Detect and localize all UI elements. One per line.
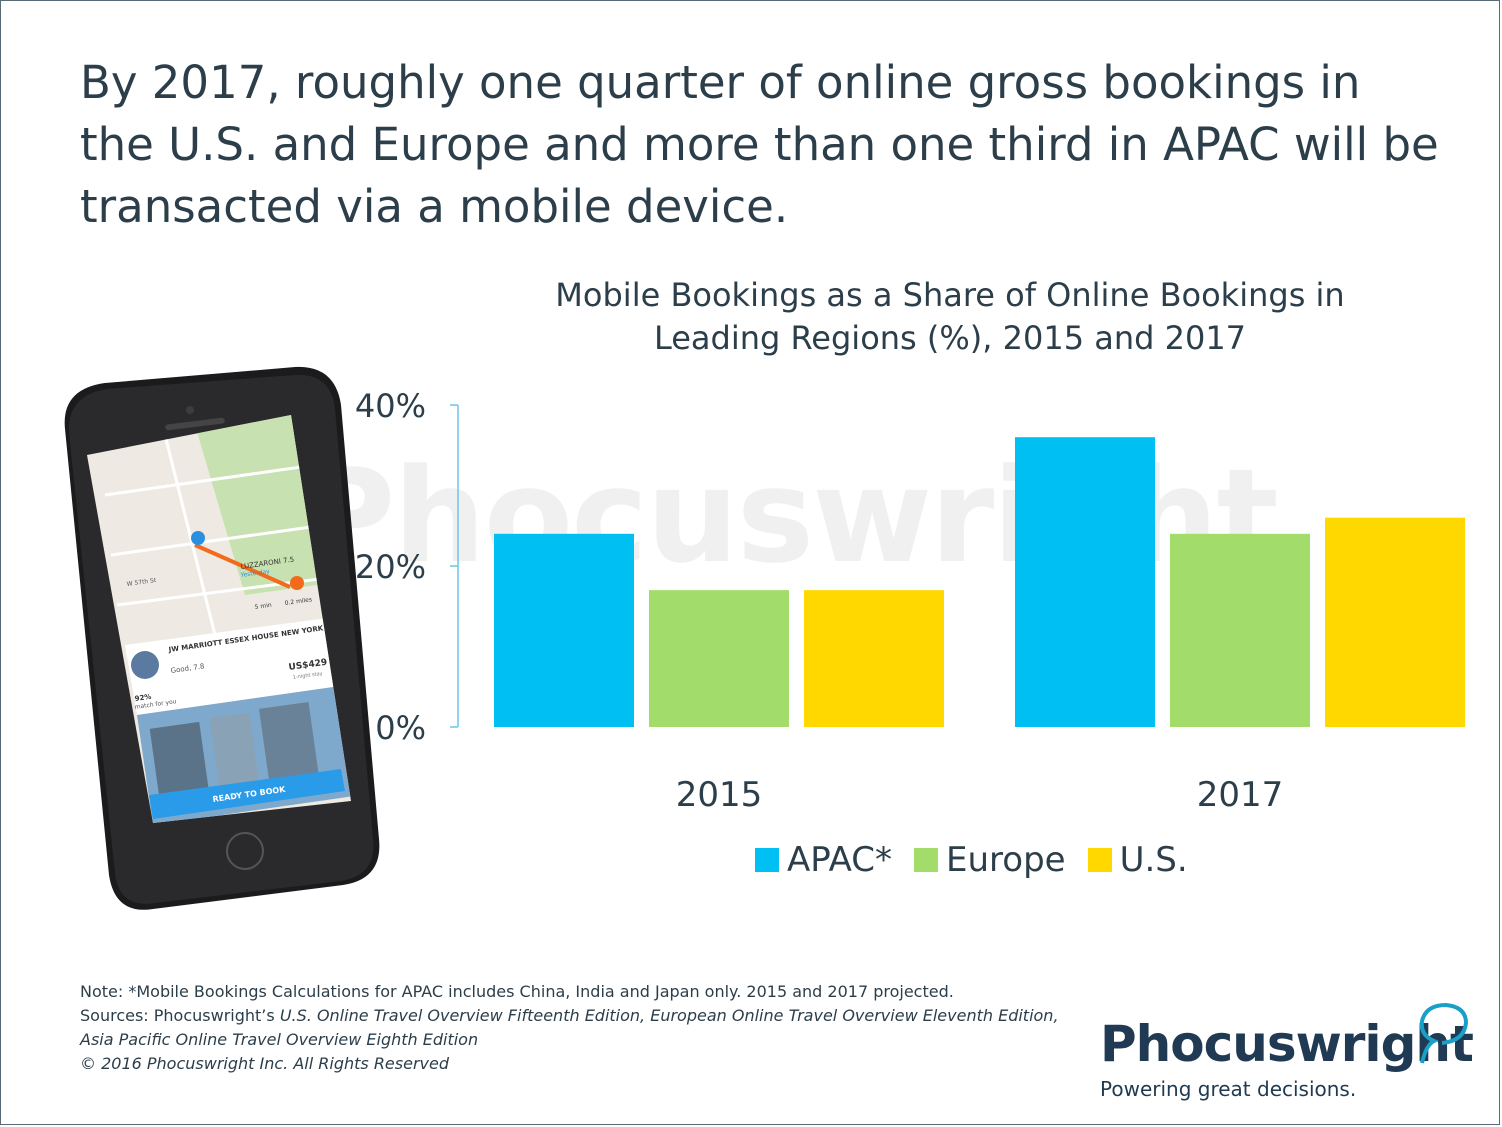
footnote-sources-titles: U.S. Online Travel Overview Fifteenth Ed…	[80, 1006, 1059, 1049]
map-pin-sub: Yesterday	[239, 568, 270, 579]
footnote-sources-prefix: Sources: Phocuswright’s	[80, 1006, 280, 1025]
legend-label-europe: Europe	[946, 840, 1066, 880]
x-tick-label-2015: 2015	[676, 775, 763, 815]
match-percent: 92%	[134, 693, 152, 703]
logo-speech-bubble-icon	[1419, 1002, 1469, 1064]
bar-europe-2017	[1170, 533, 1310, 727]
street-label-57th: W 57th St	[126, 577, 157, 588]
slide-headline: By 2017, roughly one quarter of online g…	[80, 56, 1439, 233]
bar-us-2015	[804, 590, 944, 727]
footnote-copyright: © 2016 Phocuswright Inc. All Rights Rese…	[80, 1054, 449, 1073]
hotel-price-note: 1-night stay	[292, 671, 323, 681]
logo-tagline: Powering great decisions.	[1100, 1077, 1357, 1101]
y-tick-label: 40%	[355, 387, 426, 425]
bar-apac-2017	[1015, 437, 1155, 727]
distance-time: 5 min	[254, 602, 272, 611]
distance-miles: 0.2 miles	[284, 596, 312, 607]
chart-legend: APAC* Europe U.S.	[755, 840, 1210, 880]
bar-europe-2015	[649, 590, 789, 727]
legend-swatch-europe	[914, 848, 938, 872]
bar-us-2017	[1325, 517, 1465, 727]
ready-to-book-button	[149, 769, 345, 819]
footnote-sources: Sources: Phocuswright’s U.S. Online Trav…	[80, 1004, 1070, 1052]
y-tick-label: 20%	[355, 548, 426, 586]
legend-label-apac: APAC*	[787, 840, 892, 880]
phone-screen: LUZZARONI 7.5 Yesterday W 57th St 5 min …	[87, 415, 351, 823]
bar-apac-2015	[494, 533, 634, 727]
legend-item-us: U.S.	[1087, 840, 1188, 880]
x-tick-label-2017: 2017	[1197, 775, 1284, 815]
footnote: Note: *Mobile Bookings Calculations for …	[80, 980, 1070, 1076]
legend-item-apac: APAC*	[755, 840, 892, 880]
legend-swatch-apac	[755, 848, 779, 872]
y-tick-label: 0%	[375, 709, 426, 747]
phocuswright-logo: Phocuswright Powering great decisions.	[1100, 1002, 1480, 1105]
legend-swatch-us	[1087, 848, 1112, 872]
smartphone-illustration: LUZZARONI 7.5 Yesterday W 57th St 5 min …	[64, 366, 380, 910]
legend-item-europe: Europe	[914, 840, 1066, 880]
legend-label-us: U.S.	[1119, 840, 1188, 880]
logo-wordmark: Phocuswright	[1100, 1015, 1474, 1073]
footnote-note: Note: *Mobile Bookings Calculations for …	[80, 982, 954, 1001]
chart-title: Mobile Bookings as a Share of Online Boo…	[555, 276, 1345, 357]
